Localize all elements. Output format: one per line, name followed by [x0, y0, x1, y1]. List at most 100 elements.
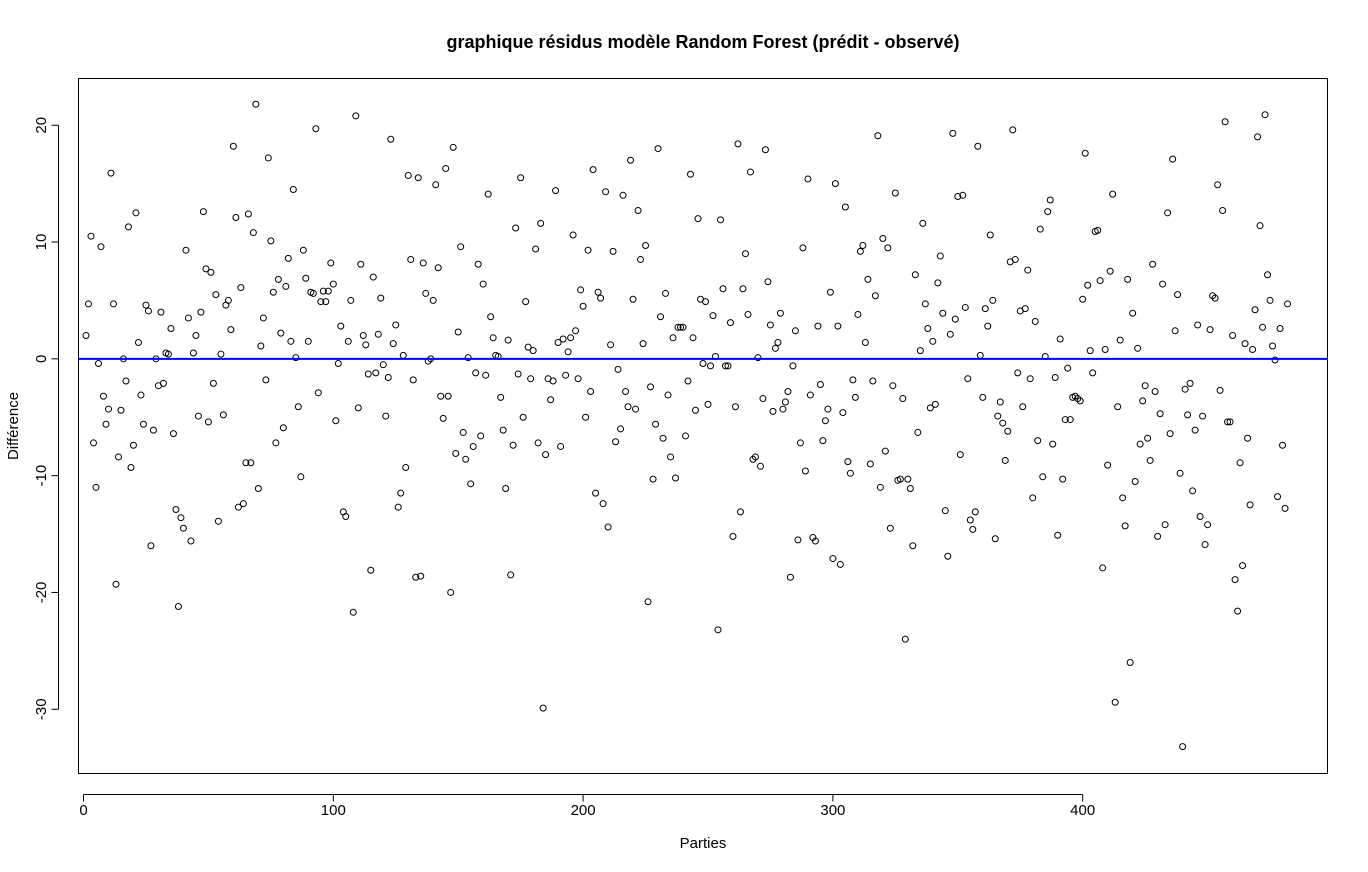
data-point [709, 312, 717, 320]
data-point [202, 265, 210, 273]
data-point [582, 413, 590, 421]
data-point [142, 301, 150, 309]
data-point [1141, 382, 1149, 390]
data-point [989, 296, 997, 304]
data-point [969, 525, 977, 533]
data-point [484, 190, 492, 198]
data-point [791, 327, 799, 335]
data-point [534, 439, 542, 447]
data-point [654, 145, 662, 153]
data-point [629, 295, 637, 303]
data-point [926, 404, 934, 412]
data-point [279, 424, 287, 432]
data-point [329, 280, 337, 288]
data-point [1099, 564, 1107, 572]
data-point [374, 330, 382, 338]
data-point [92, 483, 100, 491]
data-point [527, 375, 535, 383]
data-point [212, 291, 220, 299]
y-tick-label: -30 [33, 698, 50, 720]
data-point [804, 175, 812, 183]
data-point [1131, 477, 1139, 485]
data-point [204, 418, 212, 426]
data-point [731, 403, 739, 411]
data-point [1089, 369, 1097, 377]
data-point [1039, 473, 1047, 481]
data-point [1121, 522, 1129, 530]
data-point [82, 331, 90, 339]
data-point [109, 300, 117, 308]
data-point [729, 532, 737, 540]
data-point [1226, 418, 1234, 426]
data-point [951, 315, 959, 323]
data-point [854, 310, 862, 318]
data-point [372, 369, 380, 377]
data-point [1201, 541, 1209, 549]
data-point [774, 338, 782, 346]
data-point [1281, 504, 1289, 512]
data-point [564, 348, 572, 356]
data-point [964, 375, 972, 383]
data-point [796, 439, 804, 447]
data-point [961, 303, 969, 311]
data-point [324, 287, 332, 295]
data-point [851, 393, 859, 401]
data-point [1144, 434, 1152, 442]
data-point [1196, 513, 1204, 521]
data-point [841, 203, 849, 211]
data-point [876, 483, 884, 491]
data-point [1051, 374, 1059, 382]
data-point [117, 406, 125, 414]
data-point [1261, 111, 1269, 119]
data-point [129, 441, 137, 449]
data-point [667, 453, 675, 461]
data-point [751, 453, 759, 461]
data-point [954, 192, 962, 200]
data-point [182, 246, 190, 254]
data-point [861, 338, 869, 346]
data-point [542, 451, 550, 459]
data-point [934, 279, 942, 287]
data-point [604, 523, 612, 531]
data-point [392, 321, 400, 329]
data-point [102, 420, 110, 428]
data-point [1059, 475, 1067, 483]
data-point [869, 377, 877, 385]
data-point [642, 242, 650, 250]
data-point [537, 219, 545, 227]
data-point [317, 298, 325, 306]
data-point [97, 243, 105, 251]
data-point [856, 247, 864, 255]
data-point [352, 112, 360, 120]
data-point [761, 146, 769, 154]
data-point [1269, 342, 1277, 350]
data-point [414, 174, 422, 182]
data-point [332, 417, 340, 425]
data-point [734, 140, 742, 148]
y-tick-label: -20 [33, 582, 50, 604]
data-point [981, 305, 989, 313]
data-point [584, 246, 592, 254]
data-point [402, 463, 410, 471]
data-point [1266, 296, 1274, 304]
data-point [959, 191, 967, 199]
data-point [806, 391, 814, 399]
data-point [1079, 295, 1087, 303]
data-point [289, 185, 297, 193]
data-point [1224, 418, 1232, 426]
data-point [297, 473, 305, 481]
data-point [781, 398, 789, 406]
data-point [896, 475, 904, 483]
data-point [884, 244, 892, 252]
data-point [239, 500, 247, 508]
data-point [924, 324, 932, 332]
data-point [759, 395, 767, 403]
data-point [971, 508, 979, 516]
data-point [1151, 388, 1159, 396]
data-point [1244, 434, 1252, 442]
data-point [1114, 403, 1122, 411]
data-point [874, 132, 882, 140]
data-point [487, 313, 495, 321]
data-point [394, 503, 402, 511]
data-point [1109, 190, 1117, 198]
